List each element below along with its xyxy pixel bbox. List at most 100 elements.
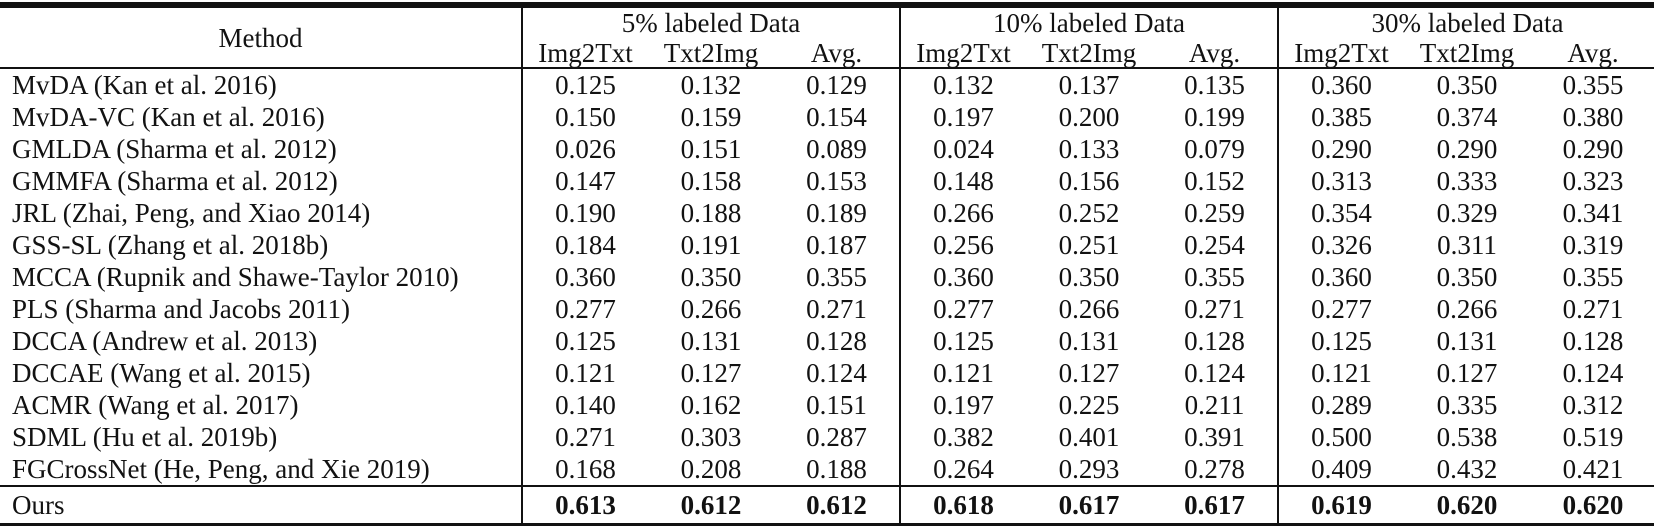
value-cell: 0.259: [1184, 198, 1245, 229]
value-cell: 0.252: [1058, 198, 1120, 229]
table-row: FGCrossNet (He, Peng, and Xie 2019) 0.168…: [0, 453, 1654, 487]
value-cell: 0.271: [806, 294, 867, 325]
subcolumn-header: Avg.: [1530, 39, 1654, 70]
method-cell: SDML (Hu et al. 2019b): [12, 422, 278, 453]
value-cell: 0.271: [521, 421, 648, 454]
method-cell: GMMFA (Sharma et al. 2012): [12, 166, 338, 197]
value-cell: 0.271: [1184, 294, 1245, 325]
method-cell: MCCA (Rupnik and Shawe-Taylor 2010): [12, 262, 459, 293]
value-cell: 0.132: [680, 70, 742, 101]
value-cell: 0.312: [1562, 390, 1624, 421]
value-cell: 0.391: [1184, 422, 1245, 453]
value-cell: 0.190: [521, 197, 648, 230]
table-row: PLS (Sharma and Jacobs 2011) 0.277 0.266 0.…: [0, 293, 1654, 326]
value-cell: 0.613: [521, 485, 648, 526]
value-cell: 0.380: [1562, 102, 1624, 133]
value-cell: 0.191: [680, 230, 742, 261]
value-cell: 0.290: [1277, 133, 1404, 166]
value-cell: 0.360: [1277, 68, 1404, 102]
value-cell: 0.311: [1437, 230, 1497, 261]
value-cell: 0.374: [1436, 102, 1498, 133]
method-cell: MvDA (Kan et al. 2016): [12, 70, 277, 101]
value-cell: 0.159: [680, 102, 742, 133]
value-cell: 0.277: [521, 293, 648, 326]
value-cell: 0.385: [1277, 101, 1404, 134]
value-cell: 0.355: [1562, 262, 1624, 293]
value-cell: 0.360: [899, 261, 1026, 294]
value-cell: 0.154: [806, 102, 867, 133]
method-column-header: Method: [0, 5, 522, 70]
value-cell: 0.538: [1436, 422, 1498, 453]
subcolumn-header: Txt2Img: [1026, 39, 1152, 70]
value-cell: 0.350: [680, 262, 742, 293]
value-cell: 0.151: [680, 134, 742, 165]
value-cell: 0.152: [1184, 166, 1245, 197]
value-cell: 0.132: [899, 68, 1026, 102]
subcolumn-header: Img2Txt: [1277, 39, 1404, 70]
value-cell: 0.617: [1152, 485, 1278, 526]
value-cell: 0.200: [1058, 102, 1120, 133]
value-cell: 0.319: [1562, 230, 1624, 261]
table-row: MvDA-VC (Kan et al. 2016) 0.150 0.159 0.154…: [0, 101, 1654, 134]
value-cell: 0.350: [1436, 262, 1498, 293]
value-cell: 0.128: [1562, 326, 1624, 357]
value-cell: 0.350: [1058, 262, 1120, 293]
value-cell: 0.251: [1058, 230, 1120, 261]
value-cell: 0.293: [1058, 454, 1120, 485]
method-cell: ACMR (Wang et al. 2017): [12, 390, 299, 421]
value-cell: 0.620: [1404, 485, 1530, 526]
value-cell: 0.127: [1058, 358, 1120, 389]
table-row: MvDA (Kan et al. 2016) 0.125 0.132 0.129 0.1…: [0, 68, 1654, 102]
value-cell: 0.266: [1058, 294, 1120, 325]
value-cell: 0.148: [899, 165, 1026, 198]
results-table-body: MvDA (Kan et al. 2016) 0.125 0.132 0.129 0.1…: [0, 68, 1654, 526]
value-cell: 0.124: [1562, 358, 1624, 389]
method-cell: Ours: [0, 485, 522, 526]
value-cell: 0.354: [1277, 197, 1404, 230]
value-cell: 0.432: [1436, 454, 1498, 485]
value-cell: 0.266: [899, 197, 1026, 230]
table-row: MCCA (Rupnik and Shawe-Taylor 2010) 0.360…: [0, 261, 1654, 294]
subcolumn-header: Avg.: [1152, 39, 1278, 70]
method-cell: JRL (Zhai, Peng, and Xiao 2014): [12, 198, 371, 229]
value-cell: 0.313: [1277, 165, 1404, 198]
value-cell: 0.131: [680, 326, 742, 357]
value-cell: 0.612: [774, 485, 900, 526]
value-cell: 0.188: [680, 198, 742, 229]
value-cell: 0.135: [1184, 70, 1245, 101]
value-cell: 0.254: [1184, 230, 1245, 261]
method-cell: GMLDA (Sharma et al. 2012): [12, 134, 337, 165]
value-cell: 0.225: [1058, 390, 1120, 421]
value-cell: 0.125: [521, 68, 648, 102]
method-cell: MvDA-VC (Kan et al. 2016): [12, 102, 325, 133]
value-cell: 0.124: [806, 358, 867, 389]
value-cell: 0.128: [806, 326, 867, 357]
value-cell: 0.323: [1562, 166, 1624, 197]
value-cell: 0.278: [1184, 454, 1245, 485]
subcolumn-header: Img2Txt: [899, 39, 1026, 70]
value-cell: 0.162: [680, 390, 742, 421]
value-cell: 0.131: [1436, 326, 1498, 357]
value-cell: 0.350: [1436, 70, 1498, 101]
value-cell: 0.618: [899, 485, 1026, 526]
table-row: Ours 0.613 0.612 0.612 0.618 0.617 0.617 0.619 0…: [0, 485, 1654, 526]
value-cell: 0.121: [521, 357, 648, 390]
value-cell: 0.184: [521, 229, 648, 262]
value-cell: 0.197: [899, 101, 1026, 134]
group-header-10pct: 10% labeled Data: [899, 5, 1278, 39]
value-cell: 0.341: [1562, 198, 1624, 229]
subcolumn-header-row: Img2Txt Txt2Img Avg. Img2Txt Txt2Img Avg…: [0, 39, 1654, 70]
table-row: SDML (Hu et al. 2019b) 0.271 0.303 0.287 0.3…: [0, 421, 1654, 454]
value-cell: 0.089: [806, 134, 867, 165]
value-cell: 0.197: [899, 389, 1026, 422]
value-cell: 0.026: [521, 133, 648, 166]
value-cell: 0.360: [1277, 261, 1404, 294]
value-cell: 0.264: [899, 453, 1026, 487]
value-cell: 0.024: [899, 133, 1026, 166]
value-cell: 0.335: [1436, 390, 1498, 421]
value-cell: 0.150: [521, 101, 648, 134]
value-cell: 0.290: [1436, 134, 1498, 165]
value-cell: 0.187: [806, 230, 867, 261]
